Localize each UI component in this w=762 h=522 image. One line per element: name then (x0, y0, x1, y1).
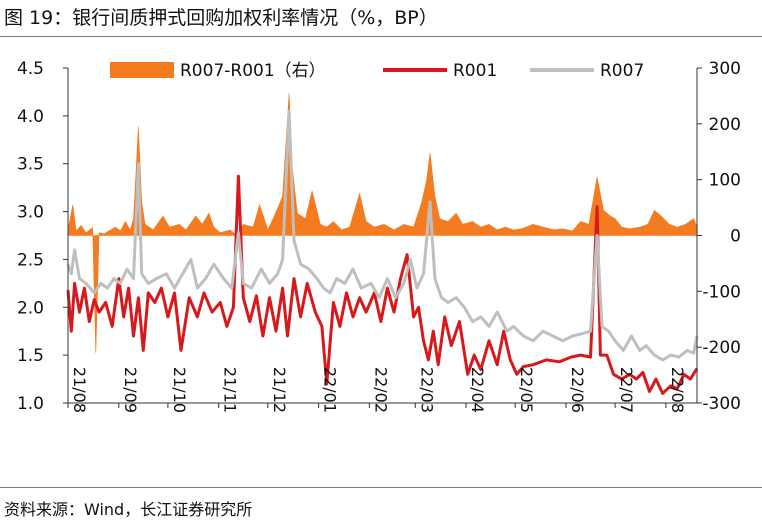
area-series-layer (67, 93, 698, 353)
chart-title: 图 19：银行间质押式回购加权利率情况（%，BP） (4, 7, 438, 29)
x-tick-label: 21/10 (170, 367, 189, 413)
left-tick-label: 3.0 (17, 203, 44, 223)
legend-swatch-spread (110, 62, 174, 78)
x-tick-label: 22/01 (321, 367, 340, 413)
x-tick-label: 22/05 (517, 367, 536, 413)
axes-layer: 1.0 1.5 2.0 2.5 3.0 3.5 4.0 4.5 -300 -200 -100 0 100… (17, 59, 741, 414)
line-series-layer (66, 109, 699, 395)
right-tick-label: 300 (709, 59, 741, 79)
x-tick-label: 22/06 (568, 367, 587, 413)
right-tick-label: 100 (709, 171, 741, 191)
source-note: 资料来源：Wind，长江证券研究所 (4, 500, 253, 519)
series-area-spread (67, 93, 698, 353)
left-tick-label: 1.0 (17, 394, 44, 414)
legend-label: R001 (453, 61, 497, 81)
right-tick-label: -200 (702, 338, 741, 358)
legend-label: R007-R001（右） (180, 61, 326, 81)
right-tick-label: -300 (702, 394, 741, 414)
x-tick-label: 22/02 (371, 367, 390, 413)
right-tick-label: 0 (730, 227, 741, 247)
title-divider (0, 36, 762, 37)
x-tick-label: 22/04 (468, 367, 487, 413)
right-tick-label: -100 (702, 282, 741, 302)
series-line-r007 (66, 109, 699, 362)
left-tick-label: 4.5 (17, 59, 44, 79)
left-tick-label: 4.0 (17, 107, 44, 127)
x-tick-label: 22/08 (668, 367, 687, 413)
left-tick-label: 1.5 (17, 346, 44, 366)
x-tick-label: 21/11 (221, 367, 240, 413)
right-tick-label: 200 (709, 115, 741, 135)
left-tick-label: 2.0 (17, 298, 44, 318)
x-tick-label: 22/03 (417, 367, 436, 413)
source-divider (0, 487, 762, 488)
x-tick-label: 22/07 (617, 367, 636, 413)
x-tick-label: 21/09 (121, 367, 140, 413)
left-tick-label: 2.5 (17, 250, 44, 270)
legend: R007-R001（右） R001 R007 (110, 61, 644, 81)
x-tick-label: 21/12 (270, 367, 289, 413)
legend-label: R007 (600, 61, 644, 81)
left-tick-label: 3.5 (17, 155, 44, 175)
x-tick-label: 21/08 (70, 367, 89, 413)
